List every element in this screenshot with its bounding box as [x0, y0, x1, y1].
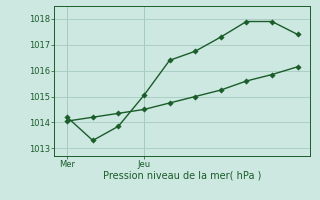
X-axis label: Pression niveau de la mer( hPa ): Pression niveau de la mer( hPa ) [103, 171, 261, 181]
